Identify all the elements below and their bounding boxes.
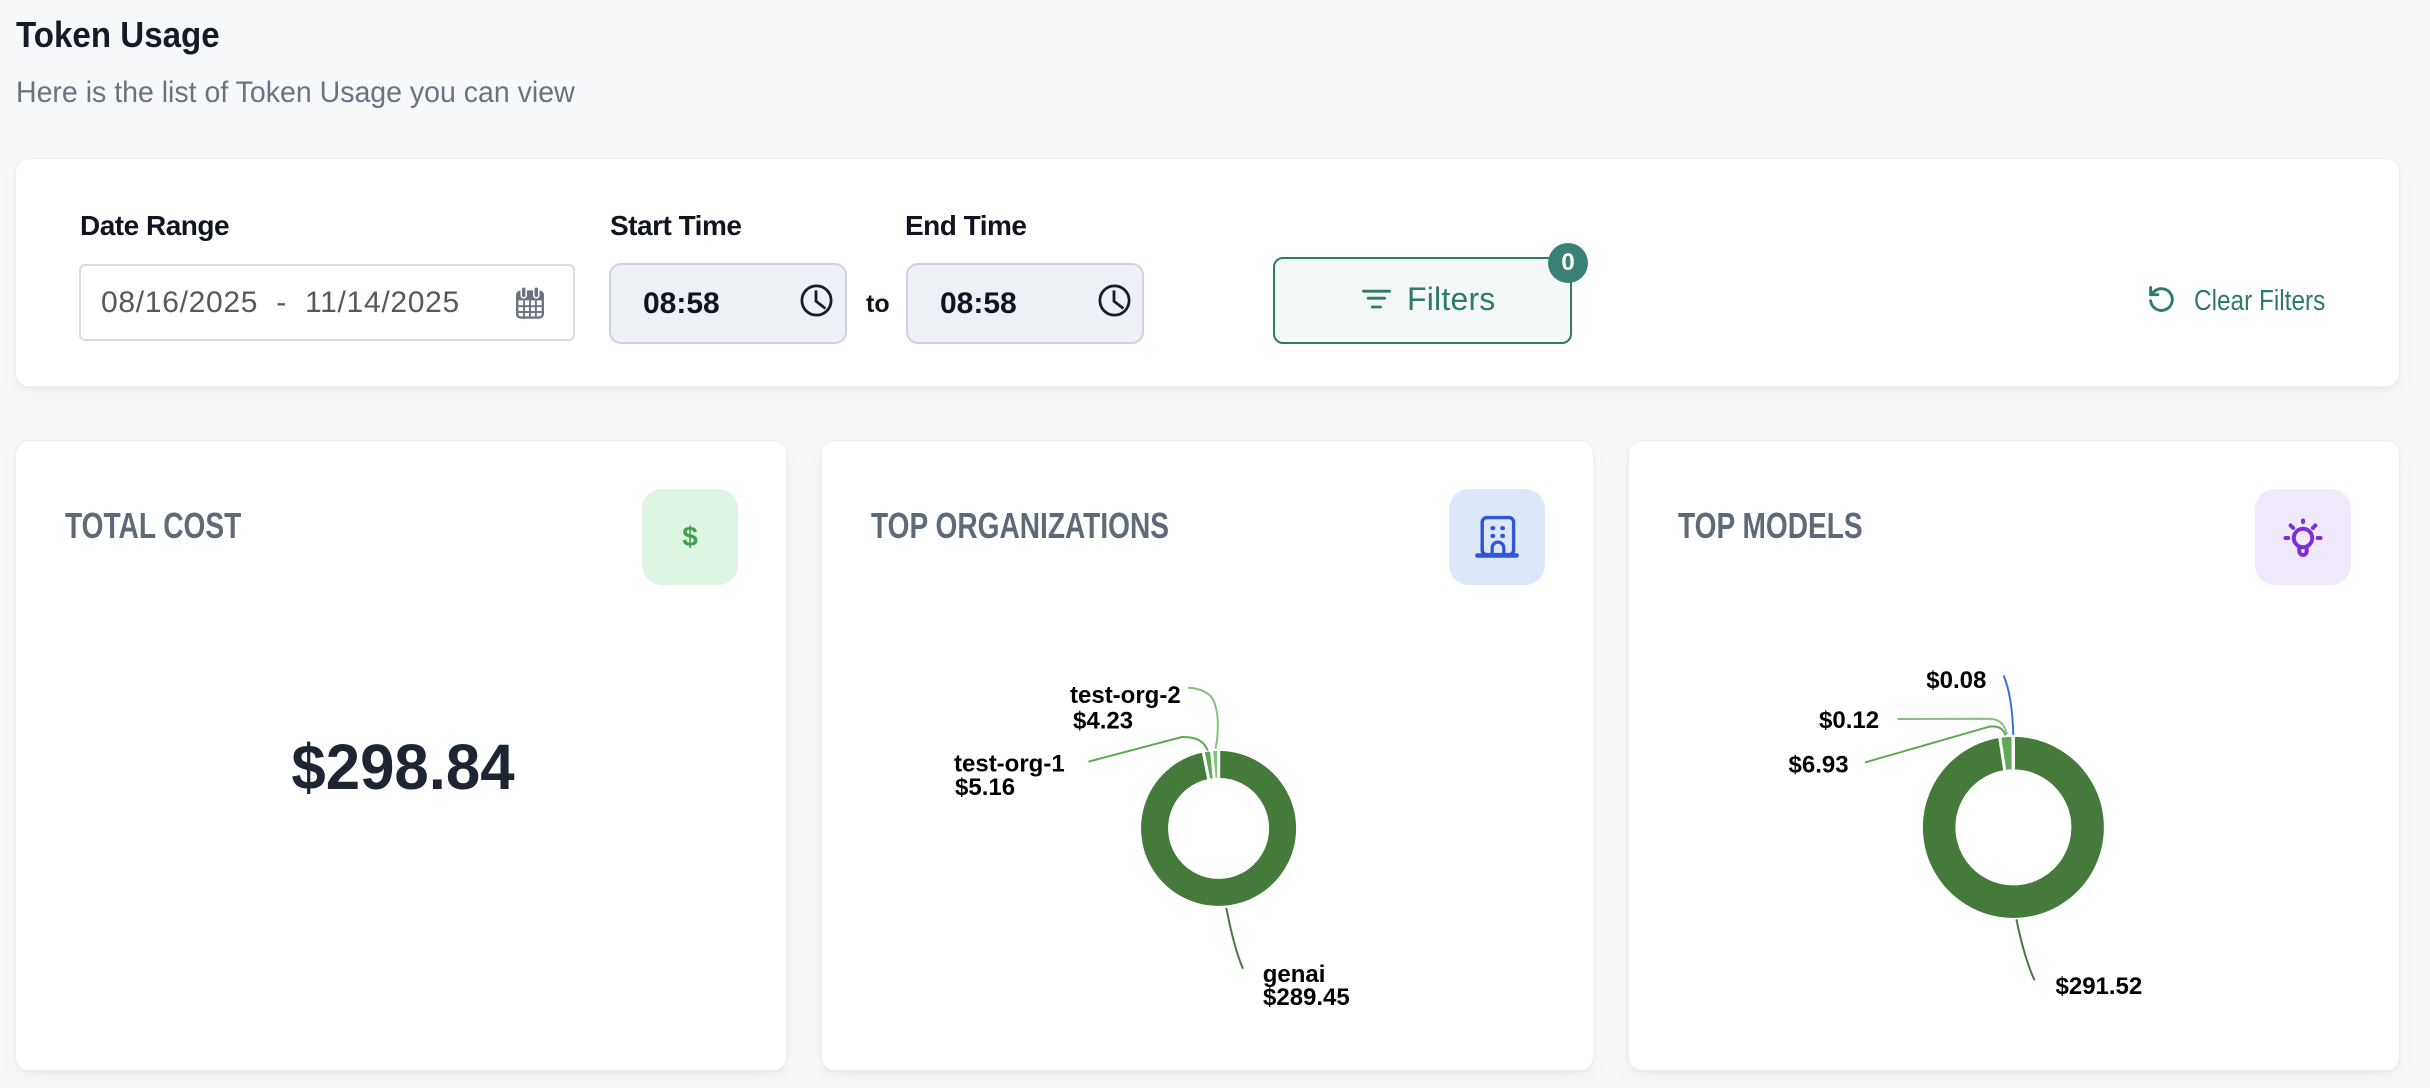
svg-text:$0.12: $0.12 <box>1819 707 1879 734</box>
svg-text:$0.08: $0.08 <box>1926 667 1986 694</box>
svg-text:$291.52: $291.52 <box>2056 973 2143 1000</box>
svg-text:$6.93: $6.93 <box>1789 752 1849 779</box>
svg-text:genai: genai <box>1263 961 1326 988</box>
svg-text:$5.16: $5.16 <box>955 774 1015 801</box>
svg-text:$289.45: $289.45 <box>1263 984 1350 1011</box>
svg-text:$4.23: $4.23 <box>1073 708 1133 735</box>
svg-text:test-org-1: test-org-1 <box>954 751 1065 778</box>
svg-text:test-org-2: test-org-2 <box>1070 682 1181 709</box>
